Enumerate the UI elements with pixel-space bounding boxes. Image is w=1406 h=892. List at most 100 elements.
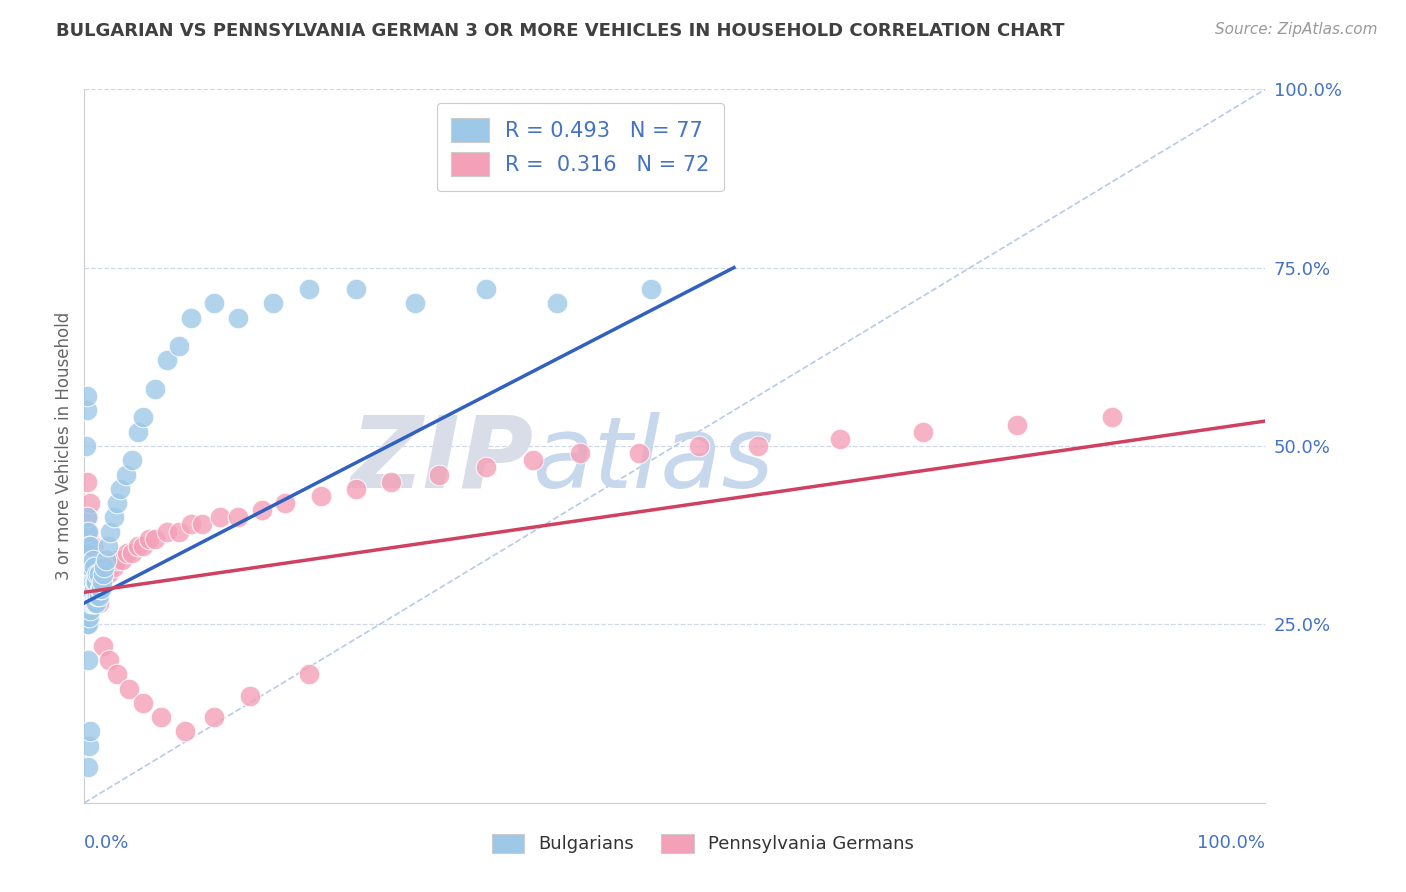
Point <box>640 282 662 296</box>
Point <box>94 553 117 567</box>
Text: Source: ZipAtlas.com: Source: ZipAtlas.com <box>1215 22 1378 37</box>
Point <box>167 339 190 353</box>
Point <box>1101 410 1123 425</box>
Point <box>911 425 934 439</box>
Point <box>103 510 125 524</box>
Point <box>79 496 101 510</box>
Point <box>75 546 97 560</box>
Point <box>121 546 143 560</box>
Point <box>76 553 98 567</box>
Point <box>90 582 112 596</box>
Point <box>747 439 769 453</box>
Point <box>108 482 131 496</box>
Point <box>77 524 100 539</box>
Point <box>76 510 98 524</box>
Point <box>82 589 104 603</box>
Point <box>298 667 321 681</box>
Point <box>127 539 149 553</box>
Point <box>83 560 105 574</box>
Point <box>380 475 402 489</box>
Point <box>97 539 120 553</box>
Point <box>156 524 179 539</box>
Point <box>115 546 138 560</box>
Point <box>76 567 98 582</box>
Point <box>111 553 134 567</box>
Point <box>344 282 367 296</box>
Point <box>239 689 262 703</box>
Point <box>79 603 101 617</box>
Point <box>107 553 129 567</box>
Point <box>173 724 195 739</box>
Point <box>76 617 98 632</box>
Point <box>404 296 426 310</box>
Point <box>76 596 98 610</box>
Point <box>298 282 321 296</box>
Point <box>475 460 498 475</box>
Point <box>209 510 232 524</box>
Point <box>77 596 100 610</box>
Point <box>121 453 143 467</box>
Point <box>77 653 100 667</box>
Text: 0.0%: 0.0% <box>84 834 129 852</box>
Point <box>156 353 179 368</box>
Point <box>77 739 100 753</box>
Point <box>76 403 98 417</box>
Point <box>89 582 111 596</box>
Point <box>79 589 101 603</box>
Point <box>77 524 100 539</box>
Point <box>82 574 104 589</box>
Point <box>143 382 166 396</box>
Point <box>76 596 98 610</box>
Point <box>84 574 107 589</box>
Point <box>77 596 100 610</box>
Text: atlas: atlas <box>533 412 775 508</box>
Point <box>98 653 121 667</box>
Point <box>132 696 155 710</box>
Point <box>86 589 108 603</box>
Point <box>180 310 202 325</box>
Point <box>82 553 104 567</box>
Point <box>75 582 97 596</box>
Y-axis label: 3 or more Vehicles in Household: 3 or more Vehicles in Household <box>55 312 73 580</box>
Point <box>80 589 103 603</box>
Point <box>91 639 114 653</box>
Point <box>107 496 129 510</box>
Point <box>1007 417 1029 432</box>
Point <box>91 574 114 589</box>
Point <box>132 539 155 553</box>
Point <box>76 574 98 589</box>
Point <box>79 724 101 739</box>
Point <box>427 467 450 482</box>
Point <box>93 560 115 574</box>
Text: BULGARIAN VS PENNSYLVANIA GERMAN 3 OR MORE VEHICLES IN HOUSEHOLD CORRELATION CHA: BULGARIAN VS PENNSYLVANIA GERMAN 3 OR MO… <box>56 22 1064 40</box>
Point <box>180 517 202 532</box>
Point <box>84 574 107 589</box>
Point <box>522 453 544 467</box>
Point <box>143 532 166 546</box>
Point <box>83 596 105 610</box>
Point <box>98 524 121 539</box>
Point <box>191 517 214 532</box>
Point <box>202 296 225 310</box>
Point <box>226 510 249 524</box>
Text: 100.0%: 100.0% <box>1198 834 1265 852</box>
Point <box>77 596 100 610</box>
Point <box>77 546 100 560</box>
Point <box>546 296 568 310</box>
Point <box>91 567 114 582</box>
Point <box>77 567 100 582</box>
Point <box>80 560 103 574</box>
Point <box>86 582 108 596</box>
Point <box>75 582 97 596</box>
Point <box>127 425 149 439</box>
Point <box>114 467 136 482</box>
Point <box>87 596 110 610</box>
Point <box>79 582 101 596</box>
Point <box>79 567 101 582</box>
Point <box>138 532 160 546</box>
Point <box>76 524 98 539</box>
Point <box>77 617 100 632</box>
Point <box>274 496 297 510</box>
Point <box>103 560 125 574</box>
Point <box>75 596 97 610</box>
